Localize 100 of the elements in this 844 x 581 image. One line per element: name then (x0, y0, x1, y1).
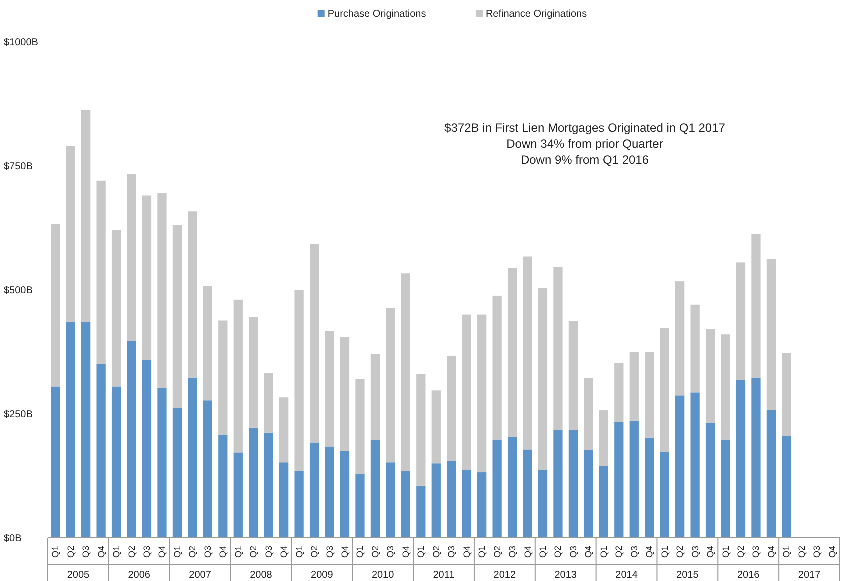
x-tick-label: Q4 (218, 546, 228, 558)
bar (736, 262, 746, 380)
x-tick-label: Q3 (446, 546, 457, 558)
bar (310, 244, 320, 443)
bar (630, 420, 639, 538)
bar (218, 320, 228, 436)
bar (249, 317, 258, 428)
x-tick-label: Q4 (644, 546, 655, 558)
text: 2011 (433, 570, 456, 581)
annotation: $372B in First Lien Mortgages Originated in Q1 2017 (444, 121, 726, 135)
bar (340, 337, 350, 452)
bar (721, 440, 730, 538)
text: 2009 (311, 570, 334, 581)
x-tick-label: Q4 (279, 546, 290, 558)
bar (508, 437, 518, 538)
legend-label: Refinance Originations (486, 9, 588, 20)
bar (706, 423, 716, 538)
bar (66, 146, 76, 322)
bar (752, 378, 761, 538)
x-tick-label: Q1 (50, 546, 61, 558)
annotation: Down 9% from Q1 2016 (520, 153, 650, 167)
bar (112, 230, 122, 387)
bar (416, 374, 426, 486)
bar (203, 400, 212, 538)
bar (492, 296, 502, 440)
bar (280, 398, 289, 463)
x-tick-label: Q3 (690, 546, 700, 558)
bar (112, 386, 122, 538)
x-tick-label: Q2 (736, 546, 746, 558)
bar (478, 472, 487, 538)
bar (538, 470, 548, 538)
bar (462, 314, 472, 470)
bar (294, 290, 304, 472)
x-tick-label: Q1 (720, 546, 731, 558)
bar (736, 380, 746, 538)
bar (96, 364, 106, 538)
bar (447, 461, 456, 538)
text: 2016 (737, 570, 760, 581)
bar (203, 286, 212, 401)
x-tick-label: Q2 (126, 546, 137, 558)
bar (660, 328, 670, 452)
text: 2012 (494, 570, 516, 581)
bar (386, 462, 396, 538)
bar (310, 442, 320, 538)
x-tick-label: Q4 (340, 546, 350, 558)
y-tick-label: $500B (4, 286, 34, 296)
bar (432, 464, 441, 538)
x-tick-label: Q4 (462, 546, 472, 558)
bar (766, 410, 776, 538)
bar (584, 450, 594, 538)
bar (706, 329, 716, 424)
text: 2015 (676, 570, 700, 581)
text: 2017 (798, 570, 822, 581)
bar (766, 259, 776, 410)
bar (614, 363, 624, 422)
bar (264, 373, 274, 433)
bar (432, 390, 441, 464)
bar (96, 180, 106, 364)
bar (645, 352, 654, 438)
bar (82, 322, 91, 538)
x-tick-label: Q4 (706, 546, 716, 558)
bar (249, 428, 258, 538)
bar (752, 234, 761, 378)
x-tick-label: Q3 (629, 546, 640, 558)
bar (676, 396, 685, 538)
bar (599, 410, 608, 466)
x-tick-label: Q4 (827, 546, 838, 558)
x-tick-label: Q2 (796, 546, 807, 558)
bar (645, 438, 654, 538)
x-tick-label: Q3 (812, 546, 822, 558)
bar (630, 352, 639, 421)
bar (523, 450, 532, 538)
x-tick-label: Q1 (538, 546, 548, 558)
x-tick-label: Q4 (157, 546, 168, 558)
bar (158, 193, 167, 388)
bar (158, 388, 167, 538)
bar (401, 471, 410, 538)
x-tick-label: Q4 (584, 546, 594, 558)
bar (599, 466, 608, 538)
bar (584, 378, 594, 450)
x-tick-label: Q4 (96, 546, 106, 558)
bar (188, 378, 198, 538)
x-tick-label: Q2 (188, 546, 198, 558)
bar (142, 360, 152, 538)
bar (234, 300, 243, 453)
bar (142, 196, 152, 360)
bar (690, 392, 700, 538)
bar (447, 356, 456, 462)
x-tick-label: Q2 (492, 546, 502, 558)
bar (508, 268, 518, 438)
bar (127, 174, 136, 342)
bar (462, 470, 472, 538)
x-tick-label: Q4 (766, 546, 776, 558)
text: 2008 (250, 570, 273, 581)
bar (264, 432, 274, 538)
text: 2007 (189, 570, 212, 581)
text: 2006 (128, 570, 151, 581)
x-tick-label: Q4 (522, 546, 533, 558)
bar (416, 486, 426, 538)
x-tick-label: Q2 (614, 546, 624, 558)
